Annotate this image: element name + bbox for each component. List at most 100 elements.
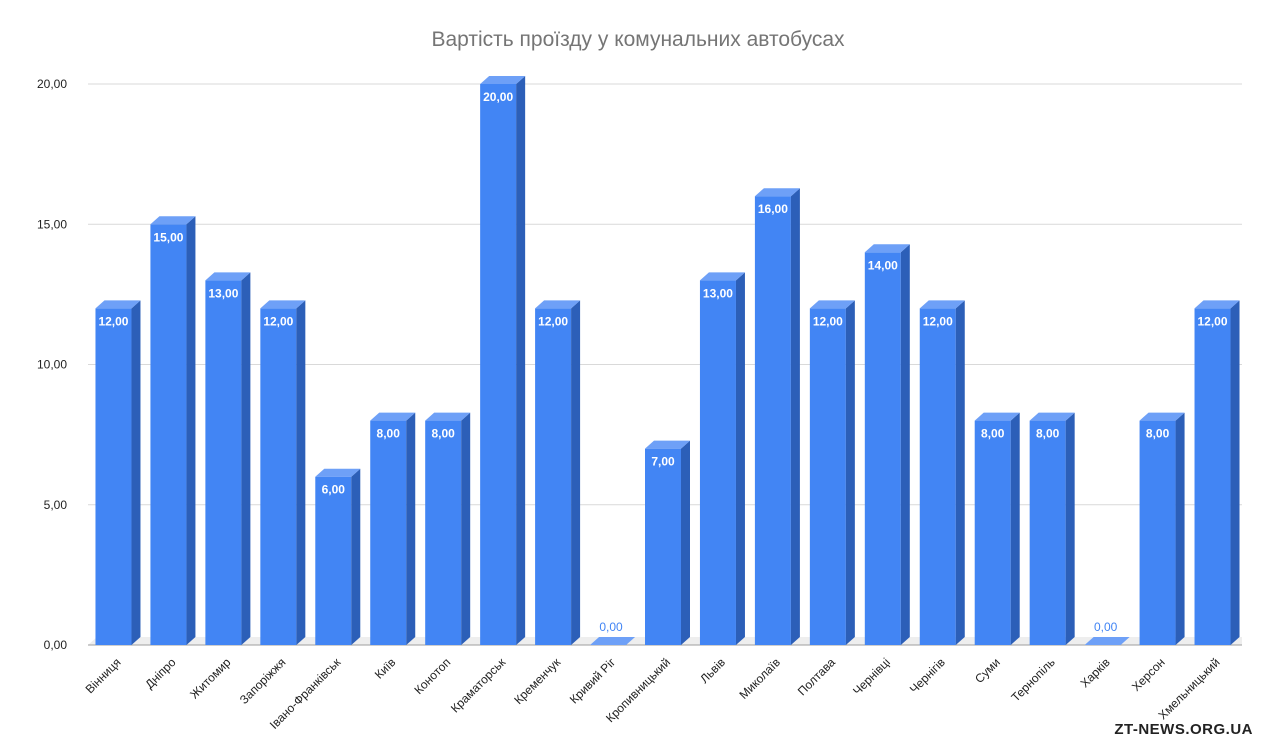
bar-side [186, 216, 196, 645]
data-label: 13,00 [703, 286, 733, 300]
bar-front [809, 308, 846, 645]
bar-side [131, 300, 141, 645]
bar-front [864, 252, 901, 646]
data-label: 12,00 [813, 314, 843, 328]
bar-top [919, 300, 965, 309]
bar [699, 272, 745, 645]
bar-side [790, 188, 800, 645]
bar-side [681, 440, 690, 645]
bar-front [699, 280, 736, 645]
bar-top [480, 76, 526, 84]
bar-top [205, 272, 251, 281]
data-label: 12,00 [263, 314, 293, 328]
bar-front [645, 448, 681, 645]
bar [754, 188, 800, 645]
bar-top [590, 637, 636, 645]
bar-side [461, 412, 471, 645]
y-tick-label: 20,00 [37, 77, 67, 91]
data-label: 12,00 [923, 314, 953, 328]
bar-top [535, 300, 581, 309]
bar-side [955, 300, 965, 645]
x-tick-label: Чернівці [850, 655, 893, 698]
data-label: 20,00 [483, 90, 513, 104]
bar-front [370, 420, 407, 645]
y-tick-label: 0,00 [44, 638, 68, 652]
bar-front [260, 308, 297, 645]
bar [315, 468, 361, 645]
x-axis-ticks: Вінниця Дніпро Житомир ЗапоріжжяІвано-Франк… [83, 655, 1223, 732]
data-label: 8,00 [981, 427, 1005, 441]
bar-top [864, 244, 910, 253]
data-labels: 12,00 15,00 13,00 12,00 6,00 8,00 8,00 20,00 12,… [98, 90, 1227, 634]
data-label: 0,00 [599, 620, 623, 634]
x-tick-label: Вінниця [83, 655, 124, 696]
bar-side [571, 300, 581, 645]
x-tick-label: Миколаїв [736, 655, 783, 702]
bar-top [645, 440, 690, 449]
bar [645, 440, 690, 645]
x-tick-label: Запоріжжя [237, 655, 289, 707]
bar-side [516, 76, 526, 645]
bar-side [735, 272, 745, 645]
bar-side [296, 300, 306, 645]
bar-side [406, 412, 416, 645]
bar [535, 300, 581, 645]
bar-front [95, 308, 132, 645]
x-tick-label: Конотоп [411, 655, 453, 697]
data-label: 8,00 [377, 427, 401, 441]
bar [260, 300, 306, 645]
bar-front [205, 280, 242, 645]
bar-front [1194, 308, 1231, 645]
bar-front [315, 476, 352, 645]
bar-front [535, 308, 572, 645]
bar-top [95, 300, 141, 309]
data-label: 7,00 [651, 455, 675, 469]
x-tick-label: Чернігів [907, 655, 948, 696]
bar [150, 216, 196, 645]
x-tick-label: Дніпро [142, 655, 178, 691]
bar [1139, 412, 1185, 645]
x-tick-label: Полтава [795, 655, 838, 698]
bar-top [974, 412, 1020, 421]
bars [95, 76, 1240, 646]
bar [480, 76, 526, 645]
x-tick-label: Херсон [1129, 655, 1168, 694]
bar [425, 412, 471, 645]
x-tick-label: Тернопіль [1008, 655, 1057, 704]
bar-top [260, 300, 306, 309]
bar-top [425, 412, 471, 421]
bar-side [1065, 412, 1075, 645]
data-label: 8,00 [432, 427, 456, 441]
data-label: 14,00 [868, 258, 898, 272]
bar [974, 412, 1020, 645]
y-axis-ticks: 0,00 5,00 10,00 15,00 20,00 [37, 77, 67, 652]
site-watermark: ZT-NEWS.ORG.UA [1114, 721, 1253, 738]
bar [809, 300, 855, 645]
data-label: 8,00 [1146, 427, 1170, 441]
bar [95, 300, 141, 645]
bar-top [1194, 300, 1240, 309]
x-tick-label: Львів [697, 655, 728, 686]
bar [919, 300, 965, 645]
bar-top [1139, 412, 1185, 421]
bar-front [1029, 420, 1066, 645]
data-label: 16,00 [758, 202, 788, 216]
bar-front [150, 224, 187, 645]
bar-side [351, 468, 361, 645]
bar-top [699, 272, 745, 281]
bar-side [241, 272, 251, 645]
bar [1029, 412, 1075, 645]
bar [864, 244, 910, 646]
bar-top [1084, 637, 1130, 645]
bar-front [425, 420, 462, 645]
data-label: 0,00 [1094, 620, 1118, 634]
bar-side [845, 300, 855, 645]
bar-front [1139, 420, 1176, 645]
bar-front [480, 84, 517, 645]
x-tick-label: Кременчук [511, 655, 563, 707]
bar-top [315, 468, 361, 477]
chart-title: Вартість проїзду у комунальних автобусах [431, 28, 845, 51]
bar-top [370, 412, 416, 421]
y-tick-label: 15,00 [37, 217, 67, 231]
